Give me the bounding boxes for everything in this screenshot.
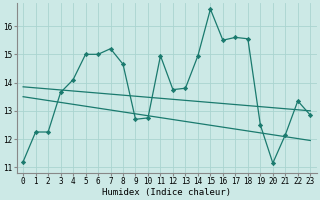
X-axis label: Humidex (Indice chaleur): Humidex (Indice chaleur) — [102, 188, 231, 197]
